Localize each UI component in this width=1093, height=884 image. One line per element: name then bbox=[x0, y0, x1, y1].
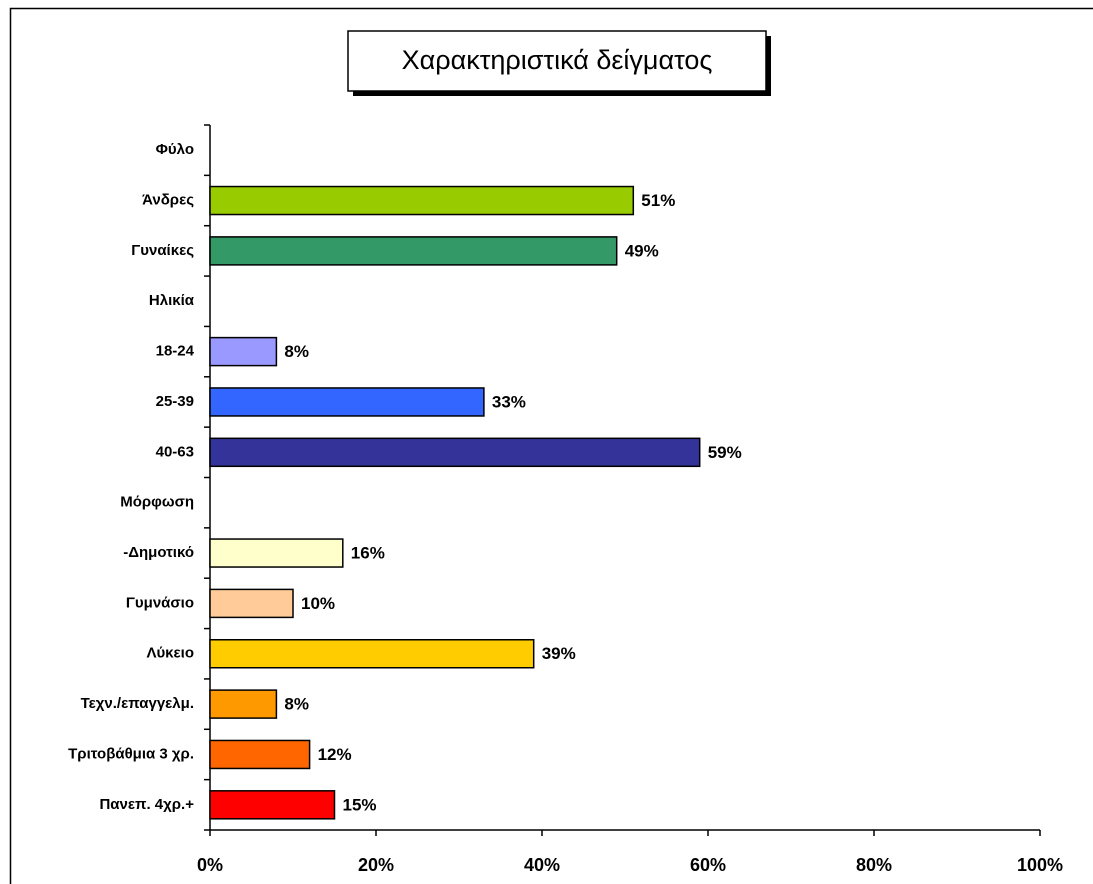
category-label: Λύκειο bbox=[146, 645, 194, 662]
category-label: 18-24 bbox=[156, 343, 195, 360]
x-tick-label: 0% bbox=[197, 855, 223, 875]
x-tick-label: 60% bbox=[690, 855, 726, 875]
title-box bbox=[347, 30, 767, 92]
bar bbox=[209, 336, 278, 367]
bar bbox=[209, 739, 311, 770]
category-label: Γυναίκες bbox=[131, 242, 194, 259]
bar bbox=[209, 185, 635, 216]
x-tick-label: 20% bbox=[358, 855, 394, 875]
category-label: 40-63 bbox=[156, 443, 194, 460]
category-label: Τεχν./επαγγελμ. bbox=[81, 695, 194, 712]
value-label: 15% bbox=[343, 795, 377, 814]
value-label: 10% bbox=[301, 594, 335, 613]
value-label: 39% bbox=[542, 644, 576, 663]
category-label: Άνδρες bbox=[142, 192, 194, 209]
value-label: 12% bbox=[318, 745, 352, 764]
bar bbox=[209, 790, 336, 820]
bar bbox=[209, 437, 701, 468]
value-label: 8% bbox=[284, 342, 309, 361]
x-tick-label: 100% bbox=[1017, 855, 1063, 875]
value-label: 59% bbox=[708, 443, 742, 462]
x-tick-label: 80% bbox=[856, 855, 892, 875]
x-tick-label: 40% bbox=[524, 855, 560, 875]
category-label: Φύλο bbox=[156, 141, 194, 158]
category-label: -Δημοτικό bbox=[123, 544, 194, 561]
category-label: Πανεπ. 4χρ.+ bbox=[99, 796, 194, 813]
value-label: 49% bbox=[625, 241, 659, 260]
bar bbox=[209, 387, 485, 417]
value-label: 33% bbox=[492, 392, 526, 411]
category-label: Μόρφωση bbox=[120, 494, 194, 511]
bar bbox=[209, 588, 294, 619]
chart-title: Χαρακτηριστικά δείγματος bbox=[402, 45, 713, 75]
category-label: Ηλικία bbox=[149, 292, 195, 309]
category-label: Γυμνάσιο bbox=[126, 594, 194, 611]
bar bbox=[209, 236, 618, 266]
category-label: 25-39 bbox=[156, 393, 194, 410]
bar bbox=[209, 538, 344, 568]
bar bbox=[209, 689, 278, 719]
value-label: 8% bbox=[284, 695, 309, 714]
value-label: 16% bbox=[351, 544, 385, 563]
category-label: Τριτοβάθμια 3 χρ. bbox=[68, 745, 194, 762]
bar bbox=[209, 639, 535, 669]
value-label: 51% bbox=[641, 191, 675, 210]
